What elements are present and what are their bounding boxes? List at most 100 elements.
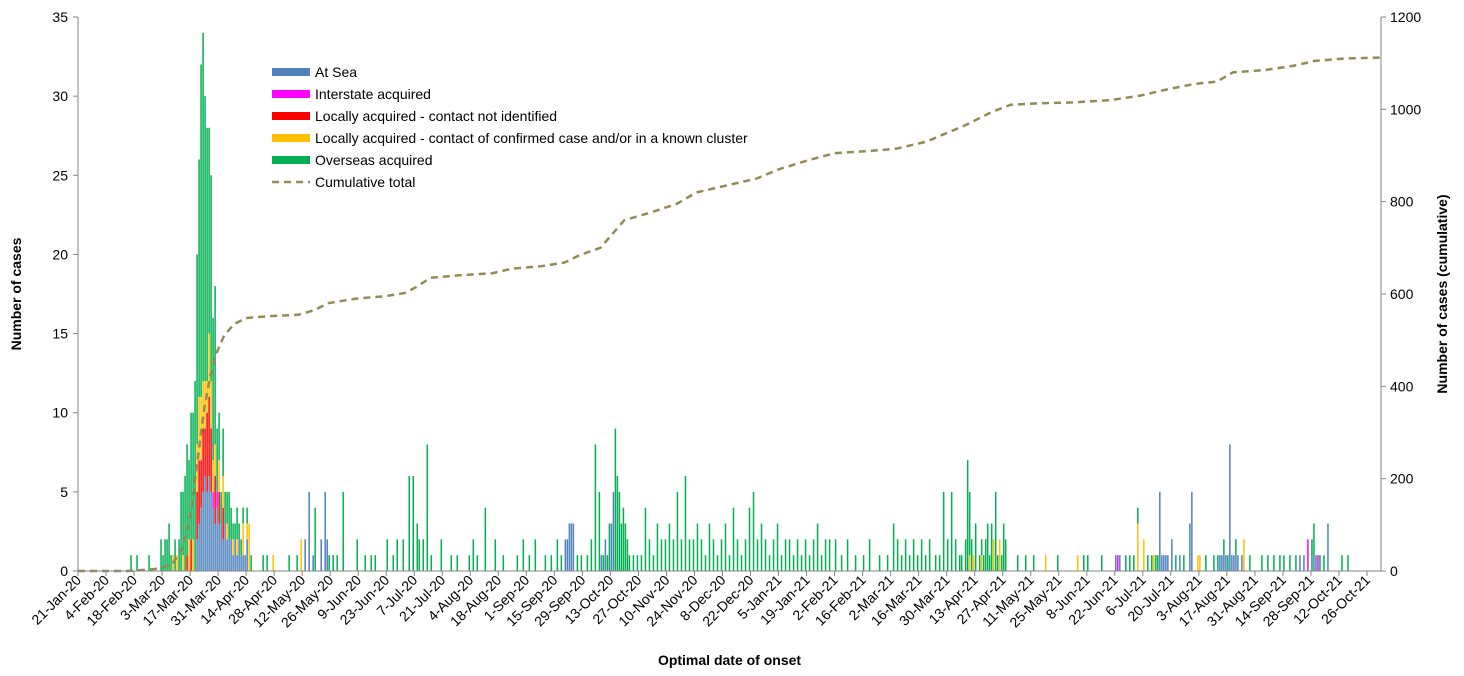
bar-overseas-acquired — [1016, 555, 1019, 571]
y2-tick-label: 1200 — [1390, 9, 1421, 25]
bar-overseas-acquired — [868, 539, 871, 571]
bar-at-sea — [308, 491, 310, 571]
bar-overseas-acquired — [986, 523, 989, 571]
bar-locally-acquired-contact-of-confirmed-case-and-or-in-a-known-cluster — [192, 539, 194, 571]
bar-overseas-acquired — [1000, 555, 1003, 571]
bar-locally-acquired-contact-of-confirmed-case-and-or-in-a-known-cluster — [1143, 539, 1145, 571]
bar-overseas-acquired — [624, 523, 627, 571]
bar-overseas-acquired — [188, 460, 190, 540]
bar-overseas-acquired — [168, 523, 170, 571]
bar-overseas-acquired — [996, 555, 999, 571]
bar-at-sea — [244, 555, 246, 571]
bar-at-sea — [242, 555, 244, 571]
bar-overseas-acquired — [960, 555, 963, 571]
bar-overseas-acquired — [180, 491, 182, 571]
bar-overseas-acquired — [800, 555, 803, 571]
bar-at-sea — [228, 539, 230, 571]
bar-locally-acquired-contact-of-confirmed-case-and-or-in-a-known-cluster — [236, 539, 238, 556]
bar-overseas-acquired — [222, 428, 224, 477]
bar-overseas-acquired — [202, 32, 204, 382]
bar-at-sea — [1237, 555, 1239, 571]
bar-overseas-acquired — [620, 523, 623, 571]
bar-overseas-acquired — [668, 523, 671, 571]
bar-overseas-acquired — [262, 555, 264, 571]
bar-locally-acquired-contact-not-identified — [200, 460, 202, 508]
bar-interstate-acquired — [1117, 555, 1119, 571]
bar-locally-acquired-contact-of-confirmed-case-and-or-in-a-known-cluster — [1197, 555, 1199, 571]
bar-overseas-acquired — [1129, 555, 1131, 571]
bar-interstate-acquired — [212, 491, 214, 508]
bar-locally-acquired-contact-not-identified — [198, 460, 200, 524]
bar-overseas-acquired — [178, 539, 180, 571]
bar-at-sea — [610, 523, 613, 571]
bar-at-sea — [200, 507, 202, 571]
bar-overseas-acquired — [550, 555, 553, 571]
bar-overseas-acquired — [1227, 555, 1229, 571]
bar-overseas-acquired — [904, 539, 907, 571]
legend-swatch-overseas-acquired — [272, 156, 310, 164]
bar-locally-acquired-contact-not-identified — [214, 476, 216, 524]
bar-at-sea — [1161, 555, 1163, 571]
bar-overseas-acquired — [220, 491, 222, 524]
bar-overseas-acquired — [412, 476, 415, 571]
bar-overseas-acquired — [912, 539, 915, 571]
bar-overseas-acquired — [160, 539, 162, 571]
bar-overseas-acquired — [878, 555, 881, 571]
bar-overseas-acquired — [186, 444, 188, 556]
bar-at-sea — [324, 491, 326, 571]
bar-overseas-acquired — [672, 539, 675, 571]
bar-overseas-acquired — [328, 555, 330, 571]
bar-overseas-acquired — [586, 555, 589, 571]
bar-at-sea — [236, 555, 238, 571]
bar-overseas-acquired — [772, 539, 775, 571]
bar-at-sea — [568, 523, 571, 571]
bar-at-sea — [238, 539, 240, 571]
bar-at-sea — [1303, 555, 1305, 571]
bar-overseas-acquired — [896, 539, 899, 571]
bar-overseas-acquired — [598, 491, 601, 571]
bar-overseas-acquired — [1313, 523, 1315, 556]
bar-locally-acquired-contact-not-identified — [186, 555, 188, 571]
bar-locally-acquired-contact-not-identified — [210, 428, 212, 492]
bar-overseas-acquired — [456, 555, 459, 571]
bar-at-sea — [1235, 555, 1237, 571]
bar-overseas-acquired — [1155, 555, 1157, 571]
bar-overseas-acquired — [812, 539, 815, 571]
bar-overseas-acquired — [1261, 555, 1263, 571]
legend: At Sea Interstate acquired Locally acquire… — [272, 64, 748, 190]
bar-overseas-acquired — [1319, 555, 1321, 571]
bar-overseas-acquired — [1267, 555, 1269, 571]
bar-locally-acquired-contact-of-confirmed-case-and-or-in-a-known-cluster — [226, 523, 228, 540]
bar-overseas-acquired — [942, 491, 945, 571]
y2-tick-label: 0 — [1390, 563, 1398, 579]
bar-overseas-acquired — [680, 539, 683, 571]
bar-overseas-acquired — [928, 539, 931, 571]
bar-at-sea — [1171, 539, 1173, 571]
bar-overseas-acquired — [776, 523, 779, 571]
bar-overseas-acquired — [170, 555, 172, 571]
bar-overseas-acquired — [242, 507, 244, 524]
bar-overseas-acquired — [1083, 555, 1085, 571]
bar-overseas-acquired — [234, 523, 236, 540]
bar-overseas-acquired — [218, 412, 220, 461]
bar-overseas-acquired — [736, 539, 739, 571]
bar-overseas-acquired — [784, 539, 787, 571]
bar-overseas-acquired — [796, 539, 799, 571]
bar-locally-acquired-contact-of-confirmed-case-and-or-in-a-known-cluster — [204, 381, 206, 429]
y2-axis-title: Number of cases (cumulative) — [1434, 194, 1450, 393]
bar-locally-acquired-contact-of-confirmed-case-and-or-in-a-known-cluster — [242, 523, 244, 556]
bar-at-sea — [600, 555, 603, 571]
bar-overseas-acquired — [288, 555, 290, 571]
bar-overseas-acquired — [204, 96, 206, 382]
bar-overseas-acquired — [636, 555, 639, 571]
bar-at-sea — [222, 539, 224, 571]
bar-overseas-acquired — [232, 523, 234, 540]
bar-overseas-acquired — [1323, 555, 1325, 571]
bar-overseas-acquired — [752, 491, 755, 571]
y-tick-label: 25 — [52, 167, 68, 183]
y-tick-label: 30 — [52, 88, 68, 104]
bar-locally-acquired-contact-of-confirmed-case-and-or-in-a-known-cluster — [176, 555, 178, 571]
bar-overseas-acquired — [266, 555, 268, 571]
